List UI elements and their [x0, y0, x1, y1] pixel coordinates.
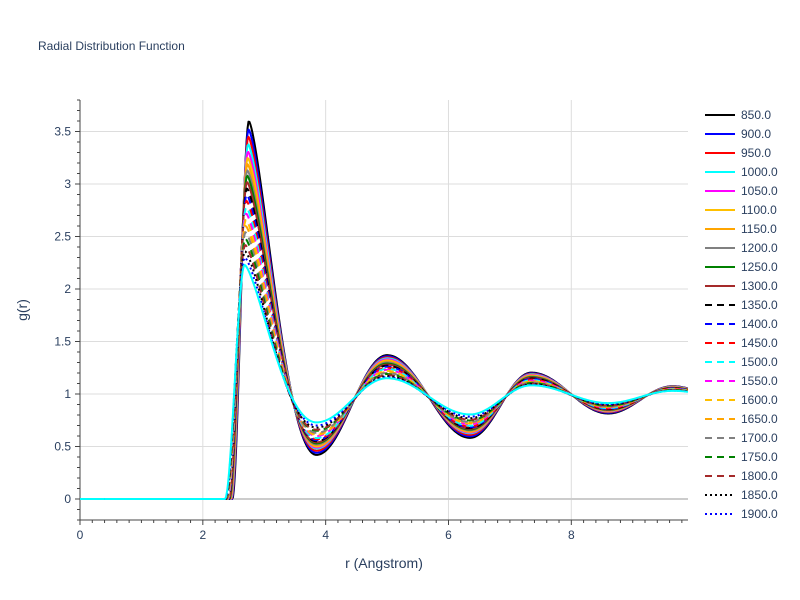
legend-item[interactable]: 1250.0 [705, 260, 778, 274]
legend-label: 1700.0 [741, 431, 778, 445]
legend-label: 1850.0 [741, 488, 778, 502]
y-tick-label: 2 [64, 282, 71, 296]
legend[interactable]: 850.0 900.0 950.0 1000.0 1050.0 1100.0 1150.0 1… [705, 108, 778, 521]
x-tick-label: 0 [77, 528, 84, 542]
legend-item[interactable]: 1150.0 [705, 222, 777, 236]
x-axis-title: r (Angstrom) [345, 555, 423, 571]
legend-label: 1450.0 [741, 336, 778, 350]
legend-label: 950.0 [741, 146, 771, 160]
x-tick-label: 2 [199, 528, 206, 542]
legend-item[interactable]: 950.0 [705, 146, 771, 160]
x-tick-label: 8 [568, 528, 575, 542]
series-line [104, 163, 688, 500]
legend-label: 1750.0 [741, 450, 778, 464]
legend-label: 1650.0 [741, 412, 778, 426]
legend-item[interactable]: 900.0 [705, 127, 771, 141]
legend-label: 1250.0 [741, 260, 778, 274]
series-line [104, 181, 688, 500]
plot-area [80, 120, 688, 500]
legend-label: 1200.0 [741, 241, 778, 255]
series-line [104, 187, 688, 500]
y-tick-label: 3.5 [54, 125, 71, 139]
legend-item[interactable]: 1000.0 [705, 165, 778, 179]
legend-item[interactable]: 1750.0 [705, 450, 778, 464]
y-tick-label: 2.5 [54, 230, 71, 244]
legend-item[interactable]: 1900.0 [705, 507, 778, 521]
legend-label: 1150.0 [741, 222, 777, 236]
legend-item[interactable]: 1550.0 [705, 374, 778, 388]
y-axis-title: g(r) [14, 299, 30, 321]
legend-label: 1900.0 [741, 507, 778, 521]
legend-label: 1050.0 [741, 184, 778, 198]
y-tick-label: 1.5 [54, 335, 71, 349]
series-line [104, 199, 688, 500]
series-line [104, 169, 688, 500]
legend-label: 1300.0 [741, 279, 778, 293]
legend-item[interactable]: 850.0 [705, 108, 771, 122]
legend-item[interactable]: 1200.0 [705, 241, 778, 255]
legend-item[interactable]: 1800.0 [705, 469, 778, 483]
legend-item[interactable]: 1350.0 [705, 298, 778, 312]
legend-label: 1600.0 [741, 393, 778, 407]
series-line [104, 143, 688, 500]
legend-item[interactable]: 1850.0 [705, 488, 778, 502]
legend-label: 1800.0 [741, 469, 778, 483]
grid [80, 100, 688, 520]
series-line [104, 193, 688, 500]
legend-label: 1350.0 [741, 298, 778, 312]
legend-item[interactable]: 1700.0 [705, 431, 778, 445]
legend-label: 900.0 [741, 127, 771, 141]
series-lines [80, 120, 688, 500]
y-tick-label: 0 [64, 492, 71, 506]
legend-item[interactable]: 1400.0 [705, 317, 778, 331]
legend-item[interactable]: 1450.0 [705, 336, 778, 350]
legend-label: 850.0 [741, 108, 771, 122]
series-line [104, 263, 688, 500]
series-line [104, 206, 688, 500]
legend-item[interactable]: 1650.0 [705, 412, 778, 426]
series-line [104, 128, 688, 500]
chart-title: Radial Distribution Function [38, 39, 185, 53]
y-tick-label: 3 [64, 177, 71, 191]
axes: 0 2 4 6 8 0 0.5 1 1.5 2 2.5 3 3.5 [54, 99, 688, 542]
x-tick-label: 6 [445, 528, 452, 542]
legend-item[interactable]: 1600.0 [705, 393, 778, 407]
series-line [104, 256, 688, 500]
series-line [104, 157, 688, 500]
series-line [104, 135, 688, 500]
series-line [104, 174, 688, 500]
series-line [104, 120, 688, 500]
legend-item[interactable]: 1500.0 [705, 355, 778, 369]
legend-item[interactable]: 1050.0 [705, 184, 778, 198]
y-tick-label: 0.5 [54, 440, 71, 454]
y-tick-label: 1 [64, 387, 71, 401]
legend-item[interactable]: 1300.0 [705, 279, 778, 293]
legend-label: 1100.0 [741, 203, 777, 217]
legend-label: 1550.0 [741, 374, 778, 388]
legend-item[interactable]: 1100.0 [705, 203, 777, 217]
legend-label: 1500.0 [741, 355, 778, 369]
legend-label: 1000.0 [741, 165, 778, 179]
x-tick-label: 4 [322, 528, 329, 542]
series-line [104, 212, 688, 500]
legend-label: 1400.0 [741, 317, 778, 331]
